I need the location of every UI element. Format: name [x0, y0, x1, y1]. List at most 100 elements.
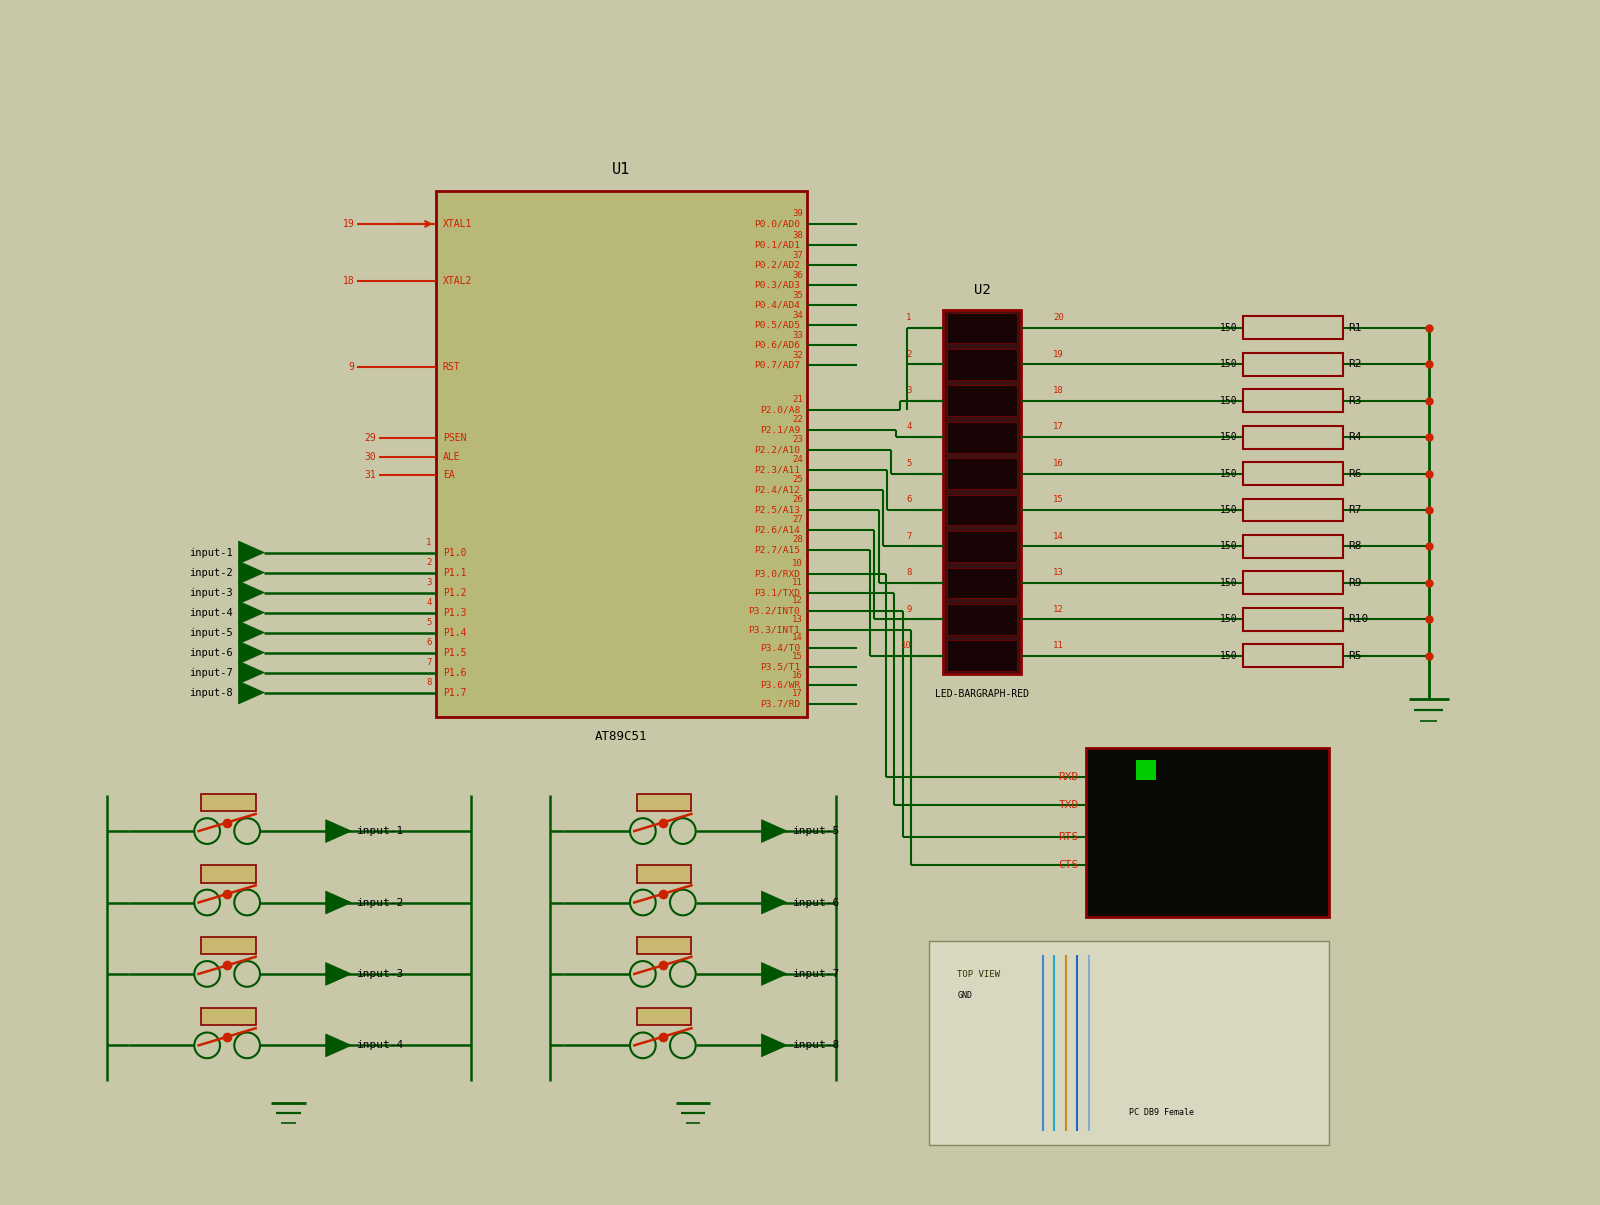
Text: 13: 13 [792, 615, 803, 624]
Text: input-6: input-6 [794, 898, 840, 907]
Text: input-1: input-1 [189, 547, 234, 558]
Text: P3.1/TXD: P3.1/TXD [754, 588, 800, 596]
Bar [947, 604, 1018, 635]
Text: R7: R7 [1349, 505, 1362, 515]
Polygon shape [326, 819, 352, 842]
Text: 4: 4 [906, 423, 912, 431]
Text: input-2: input-2 [357, 898, 405, 907]
Text: 33: 33 [792, 330, 803, 340]
Text: P1.4: P1.4 [443, 628, 466, 637]
Text: TOP VIEW: TOP VIEW [957, 970, 1000, 978]
Text: P0.7/AD7: P0.7/AD7 [754, 360, 800, 370]
Text: PSEN: PSEN [443, 434, 466, 443]
Text: P3.6/WR: P3.6/WR [760, 681, 800, 689]
Text: P2.7/A15: P2.7/A15 [754, 545, 800, 554]
Text: input-7: input-7 [794, 969, 840, 978]
Text: P3.0/RXD: P3.0/RXD [754, 570, 800, 578]
Text: 150: 150 [1219, 433, 1237, 442]
Text: P0.5/AD5: P0.5/AD5 [754, 321, 800, 330]
Text: LED-BARGRAPH-RED: LED-BARGRAPH-RED [934, 689, 1029, 699]
Text: P2.5/A13: P2.5/A13 [754, 505, 800, 515]
Bar [637, 936, 691, 954]
Text: P2.1/A9: P2.1/A9 [760, 425, 800, 434]
Text: 6: 6 [426, 637, 432, 647]
Text: 36: 36 [792, 271, 803, 280]
Text: input-3: input-3 [357, 969, 405, 978]
Text: 2: 2 [906, 349, 912, 359]
Text: 31: 31 [363, 470, 376, 481]
Text: P1.0: P1.0 [443, 547, 466, 558]
Text: U1: U1 [613, 163, 630, 177]
Text: 29: 29 [363, 434, 376, 443]
Text: EA: EA [443, 470, 454, 481]
Text: R10: R10 [1349, 615, 1370, 624]
Bar [1243, 353, 1342, 376]
Bar [202, 865, 256, 882]
Text: 150: 150 [1219, 578, 1237, 588]
Text: 7: 7 [426, 658, 432, 666]
Text: 26: 26 [792, 495, 803, 504]
Text: input-5: input-5 [794, 827, 840, 836]
Bar [637, 794, 691, 811]
Text: TXD: TXD [1058, 800, 1078, 810]
Text: input-4: input-4 [357, 1040, 405, 1051]
Text: 35: 35 [792, 290, 803, 300]
Text: P2.2/A10: P2.2/A10 [754, 445, 800, 454]
Text: 14: 14 [792, 634, 803, 642]
Bar [1243, 463, 1342, 484]
Polygon shape [326, 890, 352, 913]
Text: R2: R2 [1349, 359, 1362, 369]
Text: 18: 18 [1053, 386, 1064, 395]
Bar [1243, 389, 1342, 412]
Text: 1: 1 [426, 537, 432, 547]
Text: 19: 19 [1053, 349, 1064, 359]
Bar [947, 349, 1018, 380]
Text: 12: 12 [792, 596, 803, 605]
Text: 22: 22 [792, 415, 803, 424]
Text: 32: 32 [792, 351, 803, 359]
Polygon shape [238, 581, 264, 604]
Text: P1.2: P1.2 [443, 588, 466, 598]
Text: P2.3/A11: P2.3/A11 [754, 465, 800, 474]
Bar [435, 192, 806, 717]
Text: R5: R5 [1349, 651, 1362, 660]
Bar [947, 640, 1018, 671]
Text: input-3: input-3 [189, 588, 234, 598]
Text: input-8: input-8 [189, 688, 234, 698]
Text: 28: 28 [792, 535, 803, 543]
Text: P3.4/T0: P3.4/T0 [760, 643, 800, 653]
Bar [637, 1009, 691, 1025]
Polygon shape [762, 890, 787, 913]
Bar [947, 568, 1018, 598]
Text: 15: 15 [1053, 495, 1064, 504]
Polygon shape [762, 819, 787, 842]
Text: 25: 25 [792, 475, 803, 484]
Text: 1: 1 [906, 313, 912, 322]
Text: RTS: RTS [1058, 831, 1078, 842]
Text: 150: 150 [1219, 615, 1237, 624]
Text: 23: 23 [792, 435, 803, 443]
Text: RXD: RXD [1058, 771, 1078, 782]
Bar [947, 531, 1018, 562]
Text: 38: 38 [792, 230, 803, 240]
Text: input-6: input-6 [189, 647, 234, 658]
Text: 30: 30 [363, 452, 376, 462]
Polygon shape [238, 562, 264, 584]
Text: P0.2/AD2: P0.2/AD2 [754, 260, 800, 270]
Text: 8: 8 [426, 677, 432, 687]
Bar [1243, 571, 1342, 594]
Text: CTS: CTS [1058, 860, 1078, 870]
Text: R1: R1 [1349, 323, 1362, 333]
Text: P1.5: P1.5 [443, 647, 466, 658]
Text: R6: R6 [1349, 469, 1362, 478]
Text: 27: 27 [792, 515, 803, 524]
Polygon shape [326, 963, 352, 986]
Text: 12: 12 [1053, 605, 1064, 613]
Text: 150: 150 [1219, 323, 1237, 333]
Text: RST: RST [443, 362, 461, 372]
Text: 10: 10 [792, 559, 803, 569]
Text: 37: 37 [792, 251, 803, 259]
Text: 16: 16 [792, 671, 803, 680]
Text: P1.3: P1.3 [443, 607, 466, 617]
Text: 39: 39 [792, 210, 803, 218]
